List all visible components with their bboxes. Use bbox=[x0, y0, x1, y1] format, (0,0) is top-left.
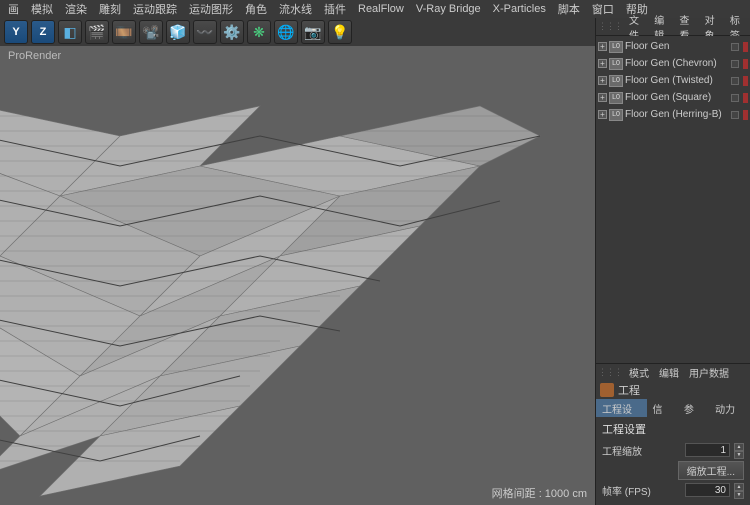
light-button[interactable]: 💡 bbox=[328, 20, 352, 44]
object-item[interactable]: + L0 Floor Gen (Square) bbox=[596, 89, 750, 106]
attribute-header: 工程 bbox=[596, 381, 750, 399]
axis-z-button[interactable]: Z bbox=[31, 20, 55, 44]
grip-icon: ⋮⋮⋮ bbox=[596, 367, 624, 378]
add-cube-button[interactable]: 🧊 bbox=[166, 20, 190, 44]
render-settings-button[interactable]: 🎞️ bbox=[112, 20, 136, 44]
right-panel: ⋮⋮⋮ 文件 编辑 查看 对象 标签 + L0 Floor Gen + L0 F… bbox=[595, 18, 750, 505]
spin-up-icon[interactable]: ▲ bbox=[734, 483, 744, 491]
object-tag[interactable] bbox=[743, 59, 748, 69]
subtab-project-settings[interactable]: 工程设置 bbox=[596, 399, 647, 417]
spin-up-icon[interactable]: ▲ bbox=[734, 443, 744, 451]
attr-row-fps: 帧率 (FPS) ▲ ▼ bbox=[602, 481, 744, 499]
visibility-toggle[interactable] bbox=[731, 60, 739, 68]
menu-window[interactable]: 窗口 bbox=[586, 0, 620, 19]
menu-sculpt[interactable]: 雕刻 bbox=[93, 0, 127, 19]
panel-spacer bbox=[596, 125, 750, 363]
project-icon bbox=[600, 383, 614, 397]
menu-xparticles[interactable]: X-Particles bbox=[487, 1, 552, 17]
visibility-toggle[interactable] bbox=[731, 111, 739, 119]
object-name: Floor Gen bbox=[625, 41, 729, 52]
object-tag[interactable] bbox=[743, 42, 748, 52]
spin-down-icon[interactable]: ▼ bbox=[734, 491, 744, 499]
viewport[interactable]: ProRender bbox=[0, 46, 595, 505]
scale-project-button[interactable]: 缩放工程... bbox=[678, 461, 744, 480]
attr-row-scale-button: 缩放工程... bbox=[602, 461, 744, 479]
spin-down-icon[interactable]: ▼ bbox=[734, 451, 744, 459]
expand-icon[interactable]: + bbox=[598, 59, 607, 68]
object-name: Floor Gen (Twisted) bbox=[625, 75, 729, 86]
menu-mograph[interactable]: 运动图形 bbox=[183, 0, 239, 19]
menu-motion-track[interactable]: 运动跟踪 bbox=[127, 0, 183, 19]
render-button[interactable]: 🎬 bbox=[85, 20, 109, 44]
scale-label: 工程缩放 bbox=[602, 443, 681, 458]
menu-realflow[interactable]: RealFlow bbox=[352, 1, 410, 17]
menu-script[interactable]: 脚本 bbox=[552, 0, 586, 19]
scale-input[interactable] bbox=[685, 443, 730, 457]
visibility-toggle[interactable] bbox=[731, 77, 739, 85]
object-tag[interactable] bbox=[743, 110, 748, 120]
expand-icon[interactable]: + bbox=[598, 76, 607, 85]
attribute-body: 工程设置 工程缩放 ▲ ▼ 缩放工程... 帧率 (FPS) ▲ ▼ bbox=[596, 417, 750, 505]
floorgen-icon: L0 bbox=[609, 41, 623, 53]
render-region-button[interactable]: 📽️ bbox=[139, 20, 163, 44]
menu-pipeline[interactable]: 流水线 bbox=[273, 0, 318, 19]
section-label: 工程设置 bbox=[602, 421, 744, 437]
floorgen-icon: L0 bbox=[609, 58, 623, 70]
grip-icon: ⋮⋮⋮ bbox=[596, 21, 624, 32]
subtab-dynamics[interactable]: 动力学 bbox=[709, 399, 750, 417]
grid-status-label: 网格间距 : 1000 cm bbox=[492, 485, 587, 501]
object-manager-tabs: ⋮⋮⋮ 文件 编辑 查看 对象 标签 bbox=[596, 18, 750, 36]
attr-tab-userdata[interactable]: 用户数据 bbox=[684, 363, 734, 382]
attribute-sub-tabs: 工程设置 信息 参考 动力学 bbox=[596, 399, 750, 417]
visibility-toggle[interactable] bbox=[731, 94, 739, 102]
subtab-reference[interactable]: 参考 bbox=[678, 399, 709, 417]
menu-simulate[interactable]: 模拟 bbox=[25, 0, 59, 19]
fps-spinner[interactable]: ▲ ▼ bbox=[734, 483, 744, 497]
object-name: Floor Gen (Chevron) bbox=[625, 58, 729, 69]
attr-tab-edit[interactable]: 编辑 bbox=[654, 363, 684, 382]
object-item[interactable]: + L0 Floor Gen (Chevron) bbox=[596, 55, 750, 72]
fps-input[interactable] bbox=[685, 483, 730, 497]
floorgen-icon: L0 bbox=[609, 92, 623, 104]
deformer-button[interactable]: ❋ bbox=[247, 20, 271, 44]
viewport-geometry bbox=[0, 46, 595, 505]
axis-y-button[interactable]: Y bbox=[4, 20, 28, 44]
expand-icon[interactable]: + bbox=[598, 110, 607, 119]
object-name: Floor Gen (Herring-B) bbox=[625, 109, 729, 120]
expand-icon[interactable]: + bbox=[598, 42, 607, 51]
floorgen-icon: L0 bbox=[609, 75, 623, 87]
spline-button[interactable]: 〰️ bbox=[193, 20, 217, 44]
object-tag[interactable] bbox=[743, 76, 748, 86]
menu-vray[interactable]: V-Ray Bridge bbox=[410, 1, 487, 17]
visibility-toggle[interactable] bbox=[731, 43, 739, 51]
menu-draw[interactable]: 画 bbox=[2, 0, 25, 19]
object-list: + L0 Floor Gen + L0 Floor Gen (Chevron) … bbox=[596, 36, 750, 125]
camera-button[interactable]: 📷 bbox=[301, 20, 325, 44]
attribute-title: 工程 bbox=[618, 382, 640, 398]
generator-button[interactable]: ⚙️ bbox=[220, 20, 244, 44]
cube-primitive-button[interactable]: ◧ bbox=[58, 20, 82, 44]
fps-label: 帧率 (FPS) bbox=[602, 483, 681, 498]
floorgen-icon: L0 bbox=[609, 109, 623, 121]
object-item[interactable]: + L0 Floor Gen (Herring-B) bbox=[596, 106, 750, 123]
menu-plugins[interactable]: 插件 bbox=[318, 0, 352, 19]
object-item[interactable]: + L0 Floor Gen bbox=[596, 38, 750, 55]
object-name: Floor Gen (Square) bbox=[625, 92, 729, 103]
attr-row-scale: 工程缩放 ▲ ▼ bbox=[602, 441, 744, 459]
object-item[interactable]: + L0 Floor Gen (Twisted) bbox=[596, 72, 750, 89]
menu-character[interactable]: 角色 bbox=[239, 0, 273, 19]
environment-button[interactable]: 🌐 bbox=[274, 20, 298, 44]
object-tag[interactable] bbox=[743, 93, 748, 103]
attr-tab-mode[interactable]: 模式 bbox=[624, 363, 654, 382]
expand-icon[interactable]: + bbox=[598, 93, 607, 102]
subtab-info[interactable]: 信息 bbox=[647, 399, 678, 417]
attribute-top-tabs: ⋮⋮⋮ 模式 编辑 用户数据 bbox=[596, 363, 750, 381]
menu-render[interactable]: 渲染 bbox=[59, 0, 93, 19]
scale-spinner[interactable]: ▲ ▼ bbox=[734, 443, 744, 457]
